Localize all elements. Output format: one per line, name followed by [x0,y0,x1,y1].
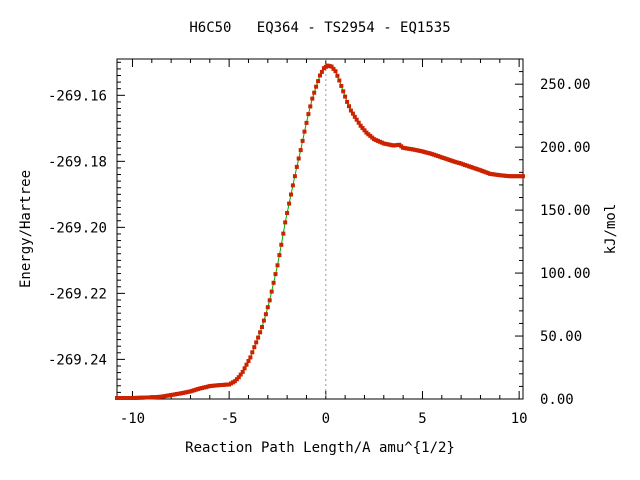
y2-tick-label: 250.00 [540,77,591,93]
data-point [337,78,342,83]
data-point [289,192,293,197]
data-point [236,375,241,380]
data-point [362,128,367,133]
data-point [244,362,249,367]
data-point [256,335,261,340]
data-point [300,138,305,143]
y2-axis-tick-labels: 250.00 200.00 150.00 100.00 50.00 0.00 [540,77,591,408]
data-point [271,280,276,285]
data-point [296,156,301,161]
x-tick-label: 10 [511,411,528,427]
y2-tick-label: 200.00 [540,140,591,156]
y-axis-label: Energy/Hartree [18,170,34,288]
data-point [281,231,286,236]
data-point [333,69,338,74]
data-point [306,112,311,117]
data-point [352,114,357,119]
data-point [356,120,361,125]
data-point [314,84,319,89]
data-point [358,123,363,128]
data-point [319,69,324,74]
data-point [308,104,313,109]
data-point [348,108,353,113]
y2-tick-label: 0.00 [540,392,574,408]
data-point [285,211,290,215]
data-point [347,104,351,109]
x-axis-tick-labels: -10 -5 0 5 10 [120,411,528,427]
y-tick-label: -269.20 [48,220,107,236]
y-axis-tick-labels: -269.16 -269.18 -269.20 -269.22 -269.24 [48,88,107,368]
data-point [339,83,344,88]
data-point [298,148,303,153]
data-point [242,366,247,371]
energy-profile-points [115,63,525,400]
y-tick-label: -269.16 [48,88,107,104]
chart-title: H6C50 EQ364 - TS2954 - EQ1535 [189,20,450,36]
data-point [260,325,264,329]
y2-axis-label: kJ/mol [603,204,619,255]
data-point [252,345,257,350]
data-point [290,183,295,188]
data-point [240,369,245,374]
y-tick-label: -269.22 [48,286,107,302]
data-point [279,242,284,247]
data-point [335,73,340,78]
x-axis-label: Reaction Path Length/A amu^{1/2} [185,440,455,456]
data-point [312,90,317,95]
data-point [263,312,268,317]
data-point [254,340,259,345]
x-tick-label: 5 [418,411,426,427]
data-point [343,94,348,99]
data-point [341,89,346,94]
data-point [350,111,355,116]
data-point [302,129,307,134]
y2-tick-label: 150.00 [540,203,591,219]
data-point [246,359,251,363]
data-point [316,79,321,84]
x-tick-label: -10 [120,411,145,427]
x-tick-label: -5 [221,411,238,427]
data-point [238,372,243,377]
x-tick-label: 0 [322,411,330,427]
data-point [261,318,266,323]
data-point [287,201,292,206]
data-point [360,126,365,130]
plot-frame [116,58,524,400]
data-point [354,117,359,122]
data-point [304,120,309,125]
data-point [273,272,278,277]
data-point [250,350,255,355]
data-point [521,174,525,179]
data-point [269,289,274,294]
y-tick-label: -269.18 [48,154,107,170]
y2-tick-label: 50.00 [540,329,582,345]
data-point [258,330,263,335]
data-point [318,73,322,78]
y-tick-label: -269.24 [48,352,107,368]
data-point [329,64,334,69]
data-point [275,263,280,268]
data-point [248,355,253,360]
data-point [292,174,297,179]
data-point [345,99,350,104]
y2-tick-label: 100.00 [540,266,591,282]
data-point [277,253,282,258]
energy-profile-line [117,65,523,399]
data-point [331,66,336,71]
data-point [294,164,299,169]
axis-ticks [117,59,523,400]
data-point [283,220,288,225]
data-point [310,96,315,101]
data-point [265,305,270,310]
data-point [267,298,272,303]
